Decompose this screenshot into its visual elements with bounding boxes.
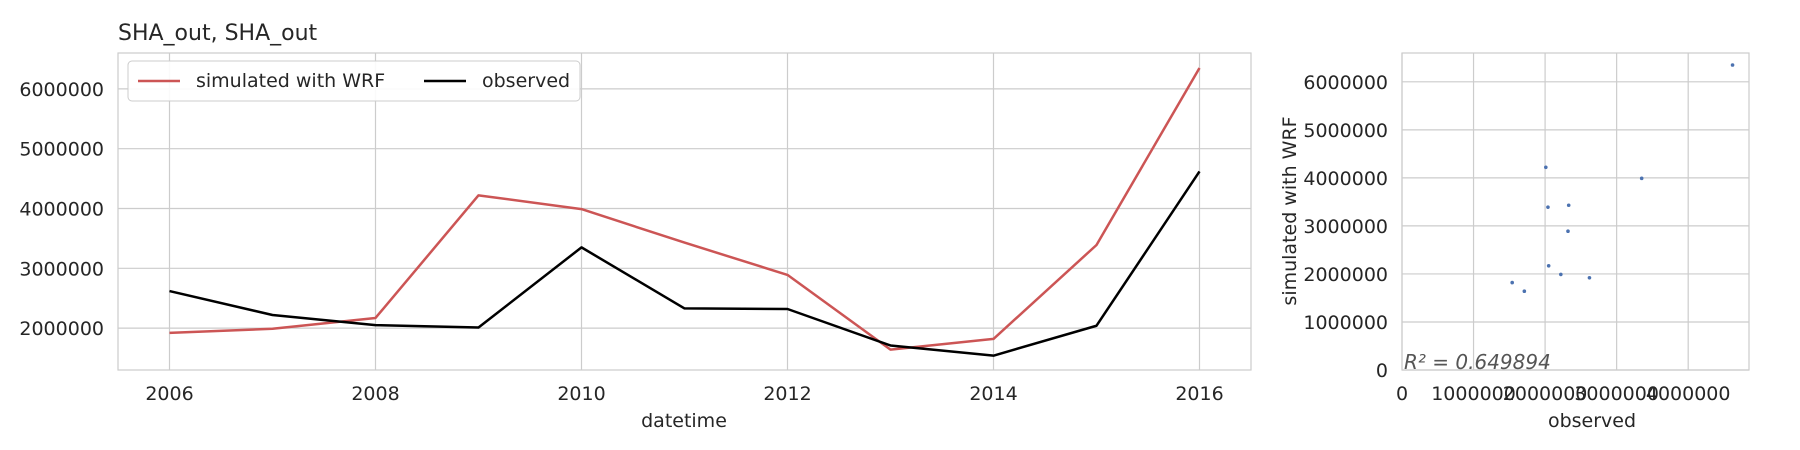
scatter-y-tick-label: 6000000 [1303,72,1388,94]
line-x-tick-label: 2012 [763,383,811,405]
scatter-point [1566,229,1570,233]
scatter-x-tick-label: 0 [1396,383,1408,405]
scatter-point [1639,176,1644,181]
line-chart: SHA_out, SHA_out 2006 2008 2010 2012 2014 201… [19,21,1252,432]
scatter-point [1522,289,1527,294]
scatter-y-axis-label: simulated with WRF [1279,116,1301,305]
scatter-y-tick-labels: 0 1000000 2000000 3000000 4000000 5000000 6000… [1303,72,1388,382]
legend: simulated with WRF observed [127,60,581,102]
scatter-point [1510,280,1514,285]
scatter-point [1587,275,1592,280]
scatter-y-tick-label: 5000000 [1303,120,1388,142]
scatter-x-tick-label: 4000000 [1646,383,1731,405]
line-x-tick-label: 2008 [351,383,399,405]
line-series-group [169,67,1201,357]
series-line-observed [169,170,1201,357]
line-y-tick-label: 5000000 [19,139,104,161]
legend-label-simulated: simulated with WRF [196,70,385,92]
scatter-x-tick-label: 3000000 [1574,383,1659,405]
scatter-y-tick-label: 1000000 [1303,312,1388,334]
scatter-point [1546,263,1551,268]
scatter-y-tick-label: 4000000 [1303,168,1388,190]
chart-title: SHA_out, SHA_out [118,21,318,46]
scatter-x-tick-label: 1000000 [1431,383,1516,405]
line-x-tick-label: 2014 [969,383,1017,405]
legend-box [127,60,581,102]
scatter-point [1544,165,1548,170]
scatter-x-axis-label: observed [1548,410,1636,432]
line-y-tick-label: 2000000 [19,318,104,340]
line-grid [118,53,1251,370]
line-y-tick-label: 6000000 [19,79,104,101]
line-x-tick-label: 2006 [145,383,193,405]
line-y-tick-label: 4000000 [19,199,104,221]
line-x-tick-labels: 2006 2008 2010 2012 2014 2016 [145,383,1223,405]
line-x-tick-label: 2010 [557,383,605,405]
scatter-y-tick-label: 0 [1376,360,1388,382]
r-squared-annotation: R² = 0.649894 [1404,350,1551,374]
scatter-point [1559,272,1563,277]
line-y-tick-labels: 2000000 3000000 4000000 5000000 6000000 [19,79,104,340]
scatter-y-tick-label: 2000000 [1303,264,1388,286]
scatter-y-tick-label: 3000000 [1303,216,1388,238]
legend-label-observed: observed [482,70,570,92]
scatter-point [1730,63,1735,67]
scatter-x-tick-label: 2000000 [1503,383,1588,405]
scatter-point [1546,205,1550,209]
line-x-tick-label: 2016 [1175,383,1223,405]
line-x-axis-label: datetime [641,410,727,432]
scatter-points [1510,63,1735,294]
line-y-tick-label: 3000000 [19,258,104,280]
scatter-point [1566,203,1571,208]
scatter-grid [1401,53,1749,371]
scatter-plot-area [1401,52,1750,371]
